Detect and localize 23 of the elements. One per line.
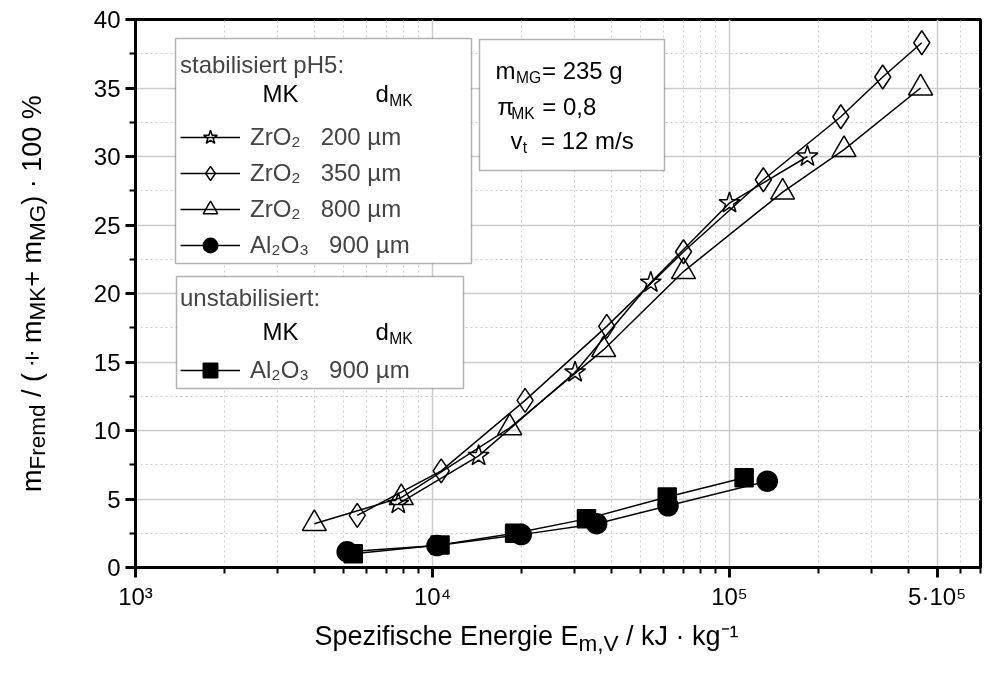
y-tick-label: 25	[93, 211, 121, 239]
y-tick-label: 20	[93, 280, 121, 307]
y-tick-label: 10	[93, 417, 121, 444]
y-tick-label: 40	[93, 6, 121, 33]
legend-label: Al₂O₃ 900 µm	[250, 230, 410, 260]
y-tick-label: 30	[93, 143, 121, 170]
y-tick-label: 15	[93, 348, 121, 376]
legend-label: ZrO₂ 350 µm	[250, 158, 402, 188]
annotation: MK	[262, 318, 299, 345]
legend-label: Al₂O₃ 900 µm	[250, 355, 410, 385]
x-axis-title: Spezifische Energie E$_{m,V}$ / kJ · kg⁻¹	[314, 620, 739, 659]
x-tick-label: 5·10⁵	[908, 582, 967, 610]
legend-label: ZrO₂ 200 µm	[250, 122, 402, 152]
annotation: unstabilisiert:	[180, 284, 322, 312]
y-tick-label: 35	[93, 74, 121, 102]
legend-label: ZrO₂ 800 µm	[250, 194, 402, 224]
x-tick-label: 10⁴	[414, 582, 452, 610]
x-tick-label: 10³	[118, 582, 153, 610]
annotation: MK	[262, 80, 299, 107]
y-tick-label: 5	[107, 485, 121, 513]
annotation: stabilisiert pH5:	[180, 51, 346, 79]
x-tick-label: 10⁵	[711, 582, 748, 610]
y-tick-label: 0	[107, 554, 121, 581]
